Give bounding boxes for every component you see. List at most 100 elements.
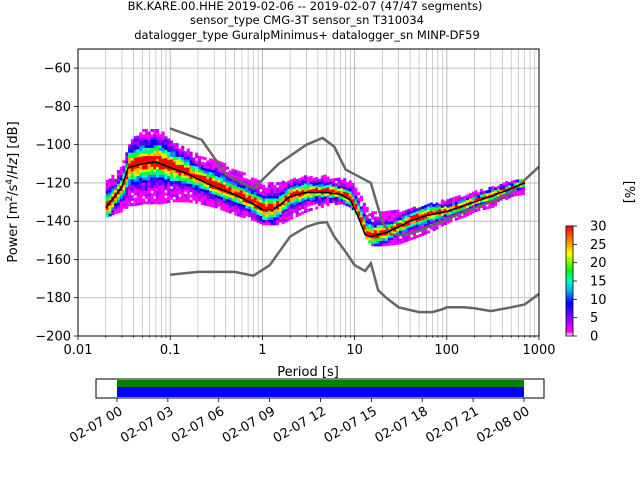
heatmap-cell — [150, 142, 154, 146]
heatmap-cell — [139, 201, 143, 205]
heatmap-cell — [276, 182, 280, 186]
heatmap-cell — [223, 168, 227, 172]
heatmap-cell — [491, 204, 495, 208]
heatmap-cell — [153, 153, 157, 157]
heatmap-cell — [315, 193, 319, 197]
heatmap-cell — [385, 224, 389, 228]
heatmap-cell — [354, 187, 358, 191]
heatmap-cell — [259, 186, 263, 190]
heatmap-cell — [133, 165, 137, 169]
heatmap-cell — [153, 169, 157, 173]
heatmap-cell — [150, 187, 154, 191]
heatmap-cell — [295, 208, 299, 212]
heatmap-cell — [385, 218, 389, 222]
heatmap-cell — [407, 238, 411, 242]
heatmap-cell — [485, 190, 489, 194]
heatmap-cell — [169, 191, 174, 195]
heatmap-cell — [169, 180, 174, 184]
heatmap-cell — [499, 192, 503, 196]
heatmap-cell — [345, 195, 350, 199]
heatmap-cell — [390, 237, 394, 241]
heatmap-cell — [158, 163, 162, 167]
heatmap-cell — [245, 208, 249, 212]
heatmap-cell — [147, 201, 151, 205]
heatmap-cell — [161, 169, 165, 173]
heatmap-cell — [454, 217, 458, 221]
colorbar-label: [%] — [621, 181, 636, 204]
heatmap-cell — [354, 195, 358, 199]
heatmap-cell — [449, 200, 453, 204]
heatmap-cell — [108, 186, 112, 190]
heatmap-cell — [273, 211, 277, 215]
heatmap-cell — [105, 198, 109, 202]
heatmap-cell — [315, 201, 319, 205]
heatmap-cell — [284, 216, 288, 220]
heatmap-cell — [192, 157, 196, 161]
heatmap-cell — [128, 147, 132, 151]
heatmap-cell — [181, 164, 185, 168]
heatmap-cell — [211, 172, 215, 176]
heatmap-cell — [153, 190, 157, 194]
heatmap-cell — [379, 235, 383, 239]
heatmap-cell — [292, 207, 296, 211]
heatmap-cell — [158, 161, 162, 165]
heatmap-cell — [245, 189, 249, 193]
heatmap-cell — [206, 163, 210, 167]
heatmap-cell — [329, 194, 333, 198]
heatmap-cell — [262, 200, 266, 204]
heatmap-cell — [421, 208, 425, 212]
heatmap-cell — [139, 140, 143, 144]
heatmap-cell — [209, 185, 213, 189]
heatmap-cell — [228, 178, 232, 182]
heatmap-cell — [161, 166, 165, 170]
heatmap-cell — [195, 166, 199, 169]
heatmap-cell — [421, 232, 425, 236]
heatmap-cell — [390, 231, 394, 235]
heatmap-cell — [128, 168, 132, 172]
heatmap-cell — [130, 152, 134, 156]
heatmap-cell — [410, 215, 414, 219]
heatmap-cell — [167, 194, 171, 198]
heatmap-cell — [164, 192, 168, 196]
heatmap-cell — [471, 194, 475, 198]
heatmap-cell — [351, 190, 355, 194]
heatmap-cell — [175, 159, 179, 163]
heatmap-cell — [206, 173, 210, 177]
heatmap-cell — [345, 184, 350, 188]
heatmap-cell — [466, 207, 470, 211]
heatmap-cell — [142, 147, 146, 151]
colorbar-tick-label: 15 — [590, 275, 607, 290]
heatmap-cell — [446, 212, 450, 216]
heatmap-cell — [214, 194, 218, 198]
heatmap-cell — [175, 172, 179, 176]
heatmap-cell — [242, 215, 246, 219]
heatmap-cell — [295, 189, 299, 193]
heatmap-cell — [488, 197, 492, 201]
heatmap-cell — [312, 177, 316, 181]
heatmap-cell — [209, 195, 213, 199]
heatmap-cell — [345, 200, 350, 204]
heatmap-cell — [167, 159, 171, 163]
heatmap-cell — [153, 155, 157, 159]
heatmap-cell — [225, 209, 229, 213]
heatmap-cell — [454, 201, 458, 205]
heatmap-cell — [147, 198, 151, 202]
heatmap-cell — [382, 243, 386, 247]
heatmap-cell — [200, 169, 204, 173]
heatmap-cell — [228, 194, 232, 198]
x-tick-label: 10 — [346, 343, 363, 358]
heatmap-cell — [278, 195, 283, 199]
heatmap-cell — [250, 180, 255, 184]
heatmap-cell — [340, 187, 344, 191]
heatmap-cell — [133, 152, 137, 156]
heatmap-cell — [438, 209, 442, 212]
heatmap-cell — [396, 214, 400, 218]
heatmap-cell — [203, 178, 207, 182]
heatmap-cell — [189, 189, 193, 193]
heatmap-cell — [147, 193, 151, 197]
heatmap-cell — [139, 177, 143, 181]
heatmap-cell — [278, 184, 283, 188]
heatmap-cell — [281, 194, 285, 198]
heatmap-cell — [183, 172, 188, 176]
heatmap-cell — [270, 203, 274, 207]
